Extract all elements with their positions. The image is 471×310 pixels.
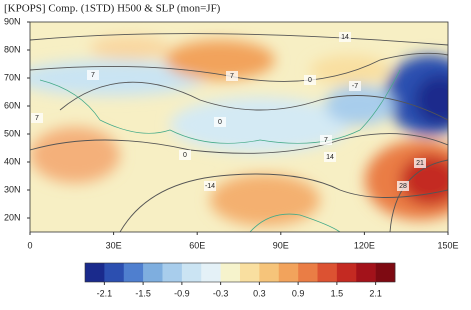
colorbar-tick-label: 1.5 — [331, 288, 344, 298]
y-tick-label: 50N — [4, 128, 21, 138]
contour-label-bg — [414, 158, 426, 168]
colorbar-swatch — [123, 263, 144, 282]
colorbar-swatch — [104, 263, 125, 282]
contour-label: 0 — [183, 152, 187, 159]
colorbar-frame — [84, 262, 396, 283]
contour-label: -7 — [352, 83, 358, 90]
map-field — [30, 22, 448, 232]
contour-label-bg — [304, 75, 316, 85]
contour-label-bg — [179, 150, 191, 160]
contour-label-bg — [87, 70, 99, 80]
contour-label: 28 — [399, 183, 407, 190]
colorbar-tick-label: 2.1 — [369, 288, 382, 298]
contour-label-bg — [31, 113, 43, 123]
x-tick-label: 30E — [106, 240, 122, 250]
x-tick-label: 150E — [437, 240, 458, 250]
colorbar-swatch — [85, 263, 105, 282]
contour-label: 14 — [326, 154, 334, 161]
contour-label: 14 — [341, 34, 349, 41]
map-frame — [29, 21, 449, 233]
contour-label: 7 — [230, 73, 234, 80]
contour-label: -14 — [205, 183, 215, 190]
y-tick-label: 20N — [4, 212, 21, 222]
contour-label-bg — [397, 181, 409, 191]
colorbar-tick-label: -2.1 — [97, 288, 113, 298]
colorbar-swatch — [162, 263, 183, 282]
y-tick-label: 70N — [4, 72, 21, 82]
y-tick-label: 90N — [4, 16, 21, 26]
colorbar-swatch — [298, 263, 318, 282]
contour-label: 0 — [308, 77, 312, 84]
x-tick-label: 120E — [354, 240, 375, 250]
map-title: [KPOPS] Comp. (1STD) H500 & SLP (mon=JF) — [4, 3, 221, 15]
colorbar-swatch — [278, 263, 299, 282]
colorbar-swatch — [240, 263, 260, 282]
colorbar-tick-label: 0.9 — [292, 288, 305, 298]
contour-label-bg — [226, 71, 238, 81]
contour-label: 7 — [35, 115, 39, 122]
x-tick-label: 0 — [27, 240, 32, 250]
colorbar-swatch — [317, 263, 338, 282]
contour-label: 21 — [416, 160, 424, 167]
contour-label-bg — [204, 181, 216, 191]
colorbar-swatch — [375, 263, 396, 282]
contour-label: 7 — [324, 137, 328, 144]
colorbar-swatch — [181, 263, 202, 282]
colorbar-swatch — [201, 263, 221, 282]
y-tick-label: 80N — [4, 44, 21, 54]
contour-label-bg — [214, 117, 226, 127]
y-tick-label: 40N — [4, 156, 21, 166]
contour-label-bg — [320, 135, 332, 145]
x-tick-label: 90E — [273, 240, 289, 250]
contour-label: 0 — [218, 119, 222, 126]
colorbar-tick-label: -0.9 — [174, 288, 190, 298]
contour-label-bg — [349, 81, 361, 91]
contour-label-bg — [339, 32, 351, 42]
x-tick-label: 60E — [189, 240, 205, 250]
y-tick-label: 60N — [4, 100, 21, 110]
contour-label: 7 — [91, 72, 95, 79]
colorbar-tick-label: 0.3 — [253, 288, 266, 298]
colorbar-tick-label: -1.5 — [135, 288, 151, 298]
colorbar-swatch — [336, 263, 357, 282]
colorbar-tick-label: -0.3 — [213, 288, 229, 298]
colorbar-swatch — [259, 263, 280, 282]
colorbar-swatch — [356, 263, 376, 282]
colorbar-swatch — [143, 263, 163, 282]
colorbar-swatch — [220, 263, 241, 282]
contour-label-bg — [324, 152, 336, 162]
y-tick-label: 30N — [4, 184, 21, 194]
